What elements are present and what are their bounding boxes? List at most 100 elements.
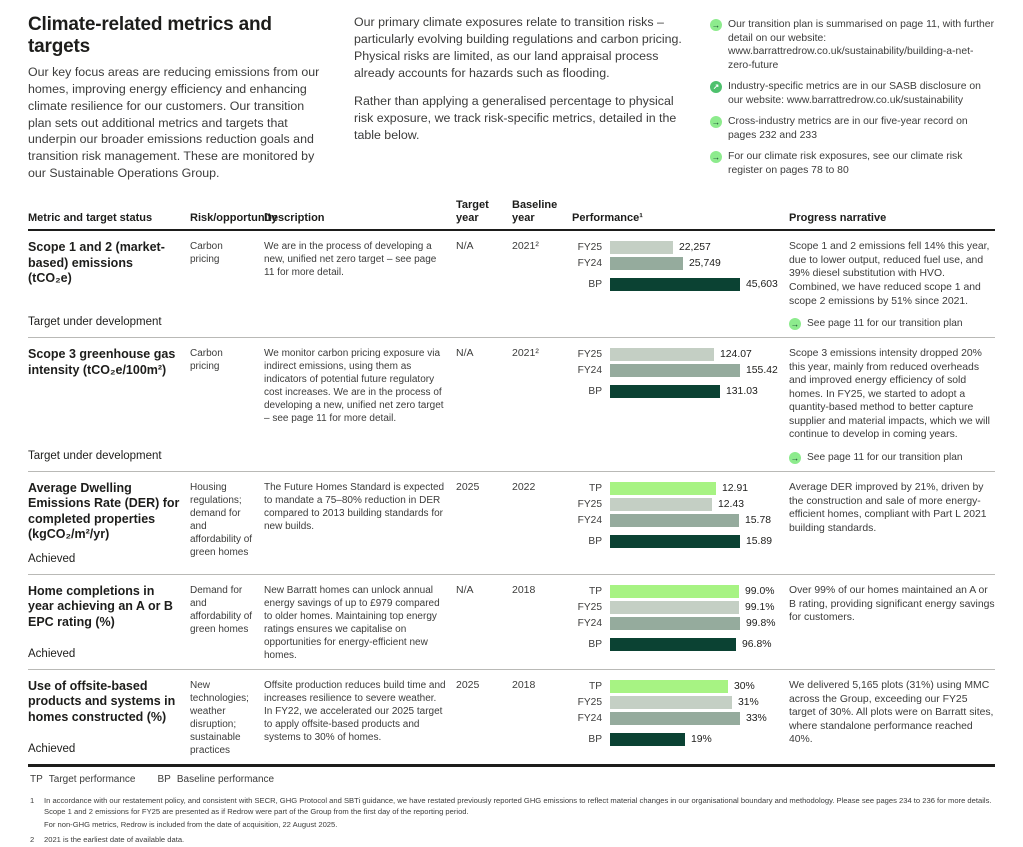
metric-name: Scope 3 greenhouse gas intensity (tCO₂e/… [28, 347, 176, 377]
column-header-description: Description [264, 211, 325, 224]
bar-value: 33% [746, 712, 767, 724]
chart-legend: TP Target performance BP Baseline performan… [30, 774, 995, 785]
column-header-performance: Performance¹ [572, 211, 643, 224]
intro-middle-paragraph-2: Rather than applying a generalised perce… [354, 94, 677, 143]
metric-cell: Home completions in year achieving an A … [28, 584, 180, 662]
bar-fy25 [610, 241, 673, 255]
bar-row: BP 45,603 [572, 278, 779, 292]
bar-bp [610, 385, 720, 399]
bar-value: 12.43 [718, 498, 745, 510]
bar-row: FY25 22,257 [572, 241, 779, 255]
bar-row: BP 131.03 [572, 385, 779, 399]
bar-label: BP [588, 386, 602, 398]
intro-section: Climate-related metrics and targets Our … [28, 14, 995, 185]
risk-opportunity-cell: Housing regulations; demand for and affo… [190, 482, 253, 559]
page-title: Climate-related metrics and targets [28, 14, 272, 57]
reference-link-item[interactable]: → For our climate risk exposures, see our… [710, 150, 995, 177]
arrow-right-icon: → [710, 116, 722, 129]
metric-name: Use of offsite-based products and system… [28, 679, 176, 724]
column-header-baseline-year: Baseline year [512, 199, 558, 224]
reference-link-item[interactable]: → Our transition plan is summarised on pa… [710, 18, 995, 72]
metric-status: Achieved [28, 648, 76, 661]
bar-tp [610, 585, 739, 599]
bar-label: TP [588, 483, 602, 494]
bar-fy24 [610, 514, 739, 528]
progress-narrative-cell: Over 99% of our homes maintained an A or… [789, 584, 995, 662]
bar-value: 131.03 [726, 386, 758, 398]
bar-row: FY24 33% [572, 712, 779, 726]
narrative-page-link[interactable]: → See page 11 for our transition plan [789, 317, 995, 330]
metric-cell: Scope 3 greenhouse gas intensity (tCO₂e/… [28, 347, 180, 464]
description-cell: Offsite production reduces build time an… [264, 680, 446, 744]
bar-value: 12.91 [722, 482, 749, 494]
bar-label: FY25 [577, 349, 602, 361]
column-header-metric: Metric and target status [28, 211, 153, 224]
bar-row: FY24 25,749 [572, 257, 779, 271]
table-row: Scope 1 and 2 (market-based) emissions (… [28, 231, 995, 339]
reference-link-text: For our climate risk exposures, see our … [728, 151, 963, 176]
footnote: 1 In accordance with our restatement poli… [30, 795, 995, 832]
progress-narrative-text: Over 99% of our homes maintained an A or… [789, 585, 995, 624]
bar-label: BP [588, 733, 602, 745]
bar-row: BP 96.8% [572, 638, 779, 652]
intro-left-text: Our key focus areas are reducing emissio… [28, 65, 320, 181]
bar-label: TP [588, 680, 602, 692]
bar-row: FY24 155.42 [572, 364, 779, 378]
progress-narrative-text: Average DER improved by 21%, driven by t… [789, 482, 987, 534]
reference-link-item[interactable]: → Cross-industry metrics are in our five-… [710, 115, 995, 142]
metric-status: Target under development [28, 450, 162, 463]
bar-label: FY25 [577, 499, 602, 510]
risk-opportunity-cell: Carbon pricing [190, 348, 223, 373]
bar-value: 155.42 [746, 365, 778, 377]
bar-value: 25,749 [689, 258, 721, 270]
bar-value: 22,257 [679, 242, 711, 254]
bar-row: FY25 124.07 [572, 348, 779, 362]
intro-middle-column: Our primary climate exposures relate to … [354, 14, 686, 185]
progress-narrative-text: We delivered 5,165 plots (31%) using MMC… [789, 680, 994, 746]
report-page: Climate-related metrics and targets Our … [28, 14, 995, 844]
reference-link-text: Our transition plan is summarised on pag… [728, 19, 995, 71]
bar-fy24 [610, 257, 683, 271]
bar-fy25 [610, 696, 732, 710]
performance-bar-chart: FY25 22,257 FY24 25,749 BP 45,603 [572, 240, 779, 330]
bar-value: 15.89 [746, 535, 773, 547]
bar-fy24 [610, 364, 740, 378]
table-row: Use of offsite-based products and system… [28, 670, 995, 768]
footnote-number: 1 [30, 796, 35, 806]
progress-narrative-cell: Scope 3 emissions intensity dropped 20% … [789, 347, 995, 464]
performance-bar-chart: TP 12.91 FY25 12.43 FY24 15.78 BP 15.89 [572, 481, 779, 567]
table-row: Scope 3 greenhouse gas intensity (tCO₂e/… [28, 338, 995, 473]
performance-bar-chart: TP 30% FY25 31% FY24 33% BP 19% [572, 679, 779, 757]
bar-fy25 [610, 348, 714, 362]
bar-value: 124.07 [720, 349, 752, 361]
bar-label: BP [588, 536, 602, 547]
legend-abbr: TP [30, 774, 43, 786]
progress-narrative-cell: We delivered 5,165 plots (31%) using MMC… [789, 679, 995, 757]
intro-middle-paragraph-1: Our primary climate exposures relate to … [354, 15, 682, 80]
reference-link-item[interactable]: ↗ Industry-specific metrics are in our SA… [710, 80, 995, 107]
description-cell: We are in the process of developing a ne… [264, 241, 437, 279]
footnote-number: 2 [30, 835, 35, 845]
target-year-cell: N/A [456, 240, 474, 253]
bar-fy25 [610, 498, 712, 512]
bar-label: FY25 [577, 242, 602, 254]
baseline-year-cell: 2021² [512, 347, 539, 360]
arrow-right-icon: → [789, 451, 801, 464]
baseline-year-cell: 2021² [512, 240, 539, 253]
column-header-target-year: Target year [456, 199, 489, 224]
narrative-page-link[interactable]: → See page 11 for our transition plan [789, 451, 995, 464]
performance-bar-chart: FY25 124.07 FY24 155.42 BP 131.03 [572, 347, 779, 464]
baseline-year-cell: 2022 [512, 481, 536, 494]
bar-value: 19% [691, 733, 712, 745]
bar-label: FY24 [577, 258, 602, 270]
intro-left-column: Climate-related metrics and targets Our … [28, 14, 330, 185]
bar-bp [610, 733, 685, 747]
column-header-progress-narrative: Progress narrative [789, 211, 887, 224]
bar-value: 96.8% [742, 638, 772, 650]
table-row: Average Dwelling Emissions Rate (DER) fo… [28, 472, 995, 576]
external-link-icon: ↗ [710, 81, 722, 94]
narrative-page-link-text: See page 11 for our transition plan [807, 451, 963, 463]
footnote-text: 2021 is the earliest date of available d… [44, 834, 184, 847]
bar-fy24 [610, 712, 740, 726]
bar-row: BP 15.89 [572, 535, 779, 549]
